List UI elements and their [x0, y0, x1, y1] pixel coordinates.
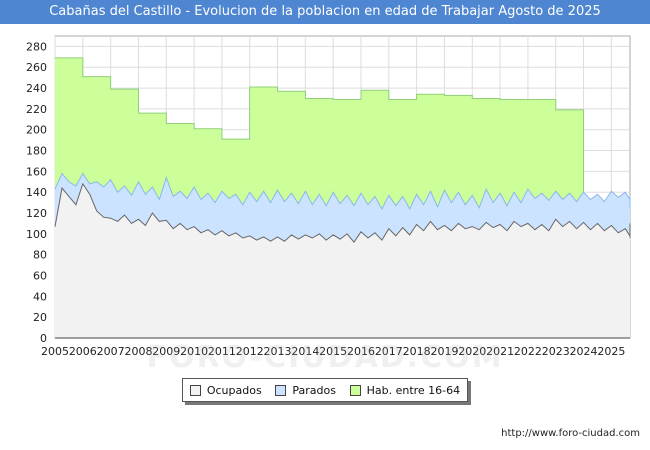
- x-tick-label: 2007: [97, 345, 125, 358]
- y-tick-label: 40: [33, 290, 47, 303]
- x-tick-label: 2023: [542, 345, 570, 358]
- legend-label-ocupados: Ocupados: [206, 383, 262, 397]
- x-tick-label: 2020: [458, 345, 486, 358]
- y-tick-label: 60: [33, 270, 47, 283]
- x-tick-label: 2006: [69, 345, 97, 358]
- legend-swatch-hab: [349, 384, 361, 396]
- x-axis-ticks: 2005 2006 2007 2008 2009 2010 2011 2012 2013 2014…: [41, 345, 625, 358]
- y-tick-label: 220: [26, 103, 47, 116]
- legend-label-hab: Hab. entre 16-64: [366, 383, 461, 397]
- y-tick-label: 280: [26, 40, 47, 53]
- x-tick-label: 2022: [514, 345, 542, 358]
- y-tick-label: 80: [33, 249, 47, 262]
- series-line-hab-entre-16-64: [55, 57, 630, 214]
- series-area-ocupados: [55, 183, 630, 338]
- x-tick-label: 2017: [375, 345, 403, 358]
- x-tick-label: 2019: [430, 345, 458, 358]
- x-tick-label: 2009: [152, 345, 180, 358]
- source-url: http://www.foro-ciudad.com: [501, 428, 640, 439]
- series-line-ocupados: [54, 182, 631, 244]
- chart-title: Cabañas del Castillo - Evolucion de la p…: [0, 0, 650, 24]
- legend-item-ocupados: Ocupados: [189, 383, 262, 397]
- y-tick-label: 100: [26, 228, 47, 241]
- x-tick-label: 2015: [319, 345, 347, 358]
- x-tick-label: 2018: [403, 345, 431, 358]
- legend-item-parados: Parados: [275, 384, 336, 397]
- x-tick-label: 2014: [291, 345, 319, 358]
- legend-swatch-ocupados: [189, 384, 201, 396]
- y-tick-label: 140: [26, 186, 47, 199]
- y-axis-ticks: 0 20 40 60 80 100 120 140 160 180 200 220 240 260 280: [26, 40, 47, 345]
- y-tick-label: 0: [40, 332, 47, 345]
- y-tick-label: 160: [26, 165, 47, 178]
- y-tick-label: 200: [26, 124, 47, 137]
- x-tick-label: 2012: [236, 345, 264, 358]
- y-tick-label: 120: [26, 207, 47, 220]
- legend-swatch-parados: [275, 384, 287, 396]
- legend-item-hab: Hab. entre 16-64: [349, 383, 461, 397]
- x-tick-label: 2013: [264, 345, 292, 358]
- legend: Ocupados Parados Hab. entre 16-64: [182, 378, 468, 402]
- legend-label-parados: Parados: [292, 383, 336, 397]
- x-tick-label: 2008: [124, 345, 152, 358]
- y-tick-label: 180: [26, 145, 47, 158]
- x-tick-label: 2021: [486, 345, 514, 358]
- y-tick-label: 240: [26, 82, 47, 95]
- y-tick-label: 20: [33, 311, 47, 324]
- x-tick-label: 2011: [208, 345, 236, 358]
- series-layer: [54, 57, 631, 339]
- x-tick-label: 2005: [41, 345, 69, 358]
- y-tick-label: 260: [26, 61, 47, 74]
- x-tick-label: 2024: [570, 345, 598, 358]
- series-line-parados: [54, 172, 631, 210]
- x-tick-label: 2025: [597, 345, 625, 358]
- x-tick-label: 2010: [180, 345, 208, 358]
- watermark-text: FORO-CIUDAD.COM: [146, 340, 504, 375]
- x-tick-label: 2016: [347, 345, 375, 358]
